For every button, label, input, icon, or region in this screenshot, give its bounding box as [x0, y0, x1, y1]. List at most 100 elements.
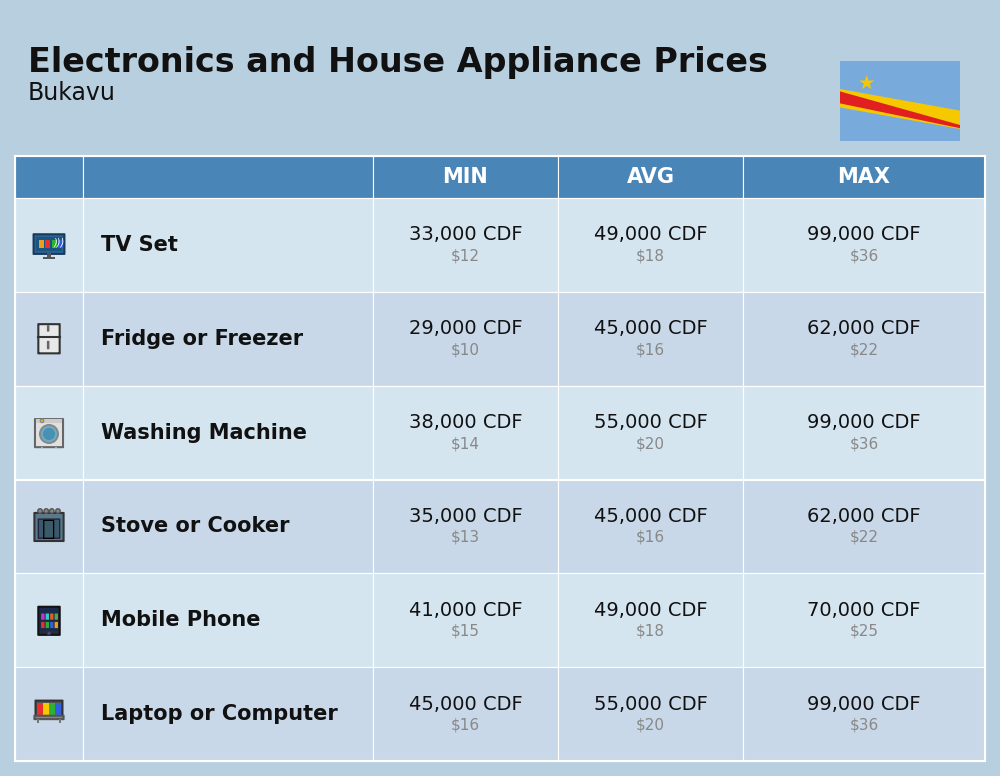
- Text: 62,000 CDF: 62,000 CDF: [807, 319, 921, 338]
- FancyBboxPatch shape: [37, 703, 43, 715]
- Text: $20: $20: [636, 718, 665, 733]
- FancyBboxPatch shape: [558, 198, 743, 292]
- FancyBboxPatch shape: [46, 622, 49, 628]
- Text: 99,000 CDF: 99,000 CDF: [807, 413, 921, 432]
- Text: $15: $15: [451, 624, 480, 639]
- Text: $16: $16: [636, 530, 665, 545]
- FancyBboxPatch shape: [55, 622, 58, 628]
- Text: $10: $10: [451, 342, 480, 357]
- FancyBboxPatch shape: [40, 608, 58, 631]
- FancyBboxPatch shape: [373, 292, 558, 386]
- FancyBboxPatch shape: [41, 446, 43, 449]
- FancyBboxPatch shape: [558, 667, 743, 761]
- FancyBboxPatch shape: [15, 156, 83, 198]
- Text: $18: $18: [636, 248, 665, 263]
- FancyBboxPatch shape: [55, 703, 61, 715]
- FancyBboxPatch shape: [743, 156, 985, 198]
- FancyBboxPatch shape: [42, 353, 45, 355]
- FancyBboxPatch shape: [39, 241, 44, 248]
- Text: 99,000 CDF: 99,000 CDF: [807, 695, 921, 714]
- Text: $12: $12: [451, 248, 480, 263]
- Text: ★: ★: [858, 74, 875, 93]
- Text: 49,000 CDF: 49,000 CDF: [594, 225, 707, 244]
- FancyBboxPatch shape: [34, 234, 64, 254]
- FancyBboxPatch shape: [373, 156, 558, 198]
- FancyBboxPatch shape: [50, 614, 53, 620]
- FancyBboxPatch shape: [373, 573, 558, 667]
- Text: 35,000 CDF: 35,000 CDF: [409, 507, 522, 526]
- FancyBboxPatch shape: [47, 253, 51, 258]
- FancyBboxPatch shape: [15, 198, 83, 292]
- FancyBboxPatch shape: [38, 607, 60, 635]
- FancyBboxPatch shape: [558, 480, 743, 573]
- FancyBboxPatch shape: [558, 386, 743, 480]
- FancyBboxPatch shape: [34, 513, 64, 541]
- Text: 38,000 CDF: 38,000 CDF: [409, 413, 522, 432]
- Text: 41,000 CDF: 41,000 CDF: [409, 601, 522, 620]
- FancyBboxPatch shape: [840, 61, 960, 141]
- FancyBboxPatch shape: [55, 446, 57, 449]
- FancyBboxPatch shape: [83, 667, 373, 761]
- Circle shape: [40, 425, 58, 443]
- FancyBboxPatch shape: [743, 198, 985, 292]
- Circle shape: [38, 509, 42, 513]
- FancyBboxPatch shape: [743, 480, 985, 573]
- Text: $36: $36: [849, 248, 879, 263]
- FancyBboxPatch shape: [58, 241, 63, 248]
- FancyBboxPatch shape: [55, 614, 58, 620]
- Text: $16: $16: [636, 342, 665, 357]
- FancyBboxPatch shape: [41, 614, 45, 620]
- FancyBboxPatch shape: [36, 419, 62, 423]
- FancyBboxPatch shape: [53, 353, 56, 355]
- Text: 55,000 CDF: 55,000 CDF: [594, 413, 707, 432]
- FancyBboxPatch shape: [83, 156, 373, 198]
- FancyBboxPatch shape: [373, 386, 558, 480]
- Text: 33,000 CDF: 33,000 CDF: [409, 225, 522, 244]
- FancyBboxPatch shape: [15, 667, 83, 761]
- Text: 🔥: 🔥: [42, 519, 56, 539]
- FancyBboxPatch shape: [83, 386, 373, 480]
- Text: Mobile Phone: Mobile Phone: [101, 610, 260, 630]
- Text: 55,000 CDF: 55,000 CDF: [594, 695, 707, 714]
- Text: 45,000 CDF: 45,000 CDF: [409, 695, 522, 714]
- Circle shape: [43, 428, 55, 440]
- Text: $16: $16: [451, 718, 480, 733]
- FancyBboxPatch shape: [83, 292, 373, 386]
- FancyBboxPatch shape: [373, 667, 558, 761]
- FancyBboxPatch shape: [43, 703, 49, 715]
- FancyBboxPatch shape: [37, 703, 61, 715]
- Text: Washing Machine: Washing Machine: [101, 423, 307, 442]
- Polygon shape: [840, 89, 960, 129]
- FancyBboxPatch shape: [558, 573, 743, 667]
- Text: MIN: MIN: [443, 167, 488, 187]
- Text: 99,000 CDF: 99,000 CDF: [807, 225, 921, 244]
- FancyBboxPatch shape: [50, 622, 53, 628]
- FancyBboxPatch shape: [83, 198, 373, 292]
- Text: $14: $14: [451, 436, 480, 451]
- Text: $22: $22: [850, 530, 879, 545]
- Text: $25: $25: [850, 624, 879, 639]
- FancyBboxPatch shape: [34, 715, 64, 719]
- Circle shape: [44, 509, 48, 513]
- Text: Laptop or Computer: Laptop or Computer: [101, 704, 338, 724]
- Polygon shape: [840, 92, 960, 128]
- Text: Bukavu: Bukavu: [28, 81, 116, 105]
- Text: $36: $36: [849, 436, 879, 451]
- Text: 49,000 CDF: 49,000 CDF: [594, 601, 707, 620]
- FancyBboxPatch shape: [36, 237, 62, 251]
- FancyBboxPatch shape: [558, 156, 743, 198]
- Text: 45,000 CDF: 45,000 CDF: [594, 319, 707, 338]
- FancyBboxPatch shape: [83, 480, 373, 573]
- Text: TV Set: TV Set: [101, 235, 178, 255]
- FancyBboxPatch shape: [38, 324, 60, 353]
- FancyBboxPatch shape: [15, 292, 83, 386]
- Text: $36: $36: [849, 718, 879, 733]
- Text: 70,000 CDF: 70,000 CDF: [807, 601, 921, 620]
- Circle shape: [56, 509, 60, 513]
- FancyBboxPatch shape: [52, 241, 57, 248]
- FancyBboxPatch shape: [48, 341, 49, 348]
- Text: 29,000 CDF: 29,000 CDF: [409, 319, 522, 338]
- FancyBboxPatch shape: [83, 573, 373, 667]
- Text: $22: $22: [850, 342, 879, 357]
- FancyBboxPatch shape: [743, 667, 985, 761]
